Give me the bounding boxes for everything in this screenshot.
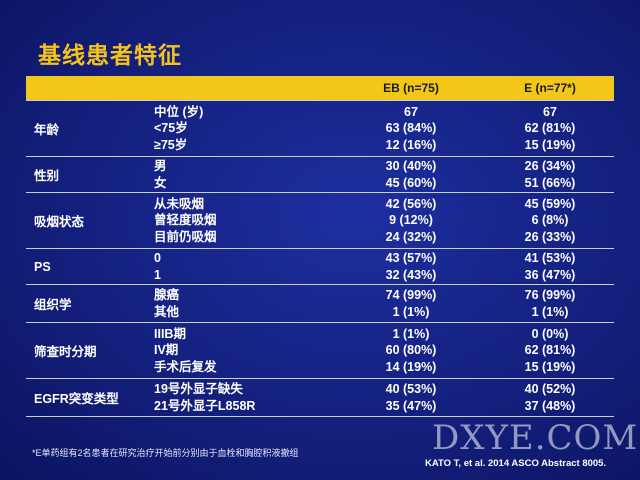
row-eb-values: 67 63 (84%) 12 (16%) [336, 104, 486, 154]
row-subcategories-line: 0 [154, 251, 161, 265]
row-subcategories-line: 从未吸烟 [154, 196, 205, 211]
row-eb-values-line: 63 (84%) [385, 121, 437, 136]
row-eb-values-line: 45 (60%) [385, 175, 437, 190]
row-e-values-line: 15 (19%) [524, 137, 576, 152]
slide-title: 基线患者特征 [38, 42, 182, 68]
row-subcategories-line: ≥75岁 [154, 137, 188, 152]
table-header: EB (n=75) E (n=77*) [26, 76, 614, 100]
row-eb-values: 40 (53%) 35 (47%) [336, 381, 486, 414]
row-eb-values-line: 67 [404, 104, 418, 119]
row-e-values-line: 76 (99%) [524, 288, 576, 302]
row-subcategories: IIIB期 IV期 手术后复发 [154, 326, 336, 376]
row-e-values: 0 (0%) 62 (81%) 15 (19%) [486, 326, 614, 376]
row-category: EGFR突变类型 [34, 392, 119, 406]
row-e-values-line: 0 (0%) [531, 326, 569, 341]
row-e-values-line: 26 (33%) [524, 229, 576, 244]
row-e-values-line: 45 (59%) [524, 196, 576, 211]
row-subcategories: 腺癌 其他 [154, 287, 336, 320]
row-subcategories-line: 曾轻度吸烟 [154, 213, 217, 228]
row-eb-values-line: 1 (1%) [392, 326, 430, 341]
row-eb-values-line: 32 (43%) [385, 267, 437, 282]
row-category: PS [34, 259, 51, 274]
table-row: 组织学 腺癌其他 74 (99%) 1 (1%) 76 (99%) 1 (1%) [26, 285, 614, 323]
row-e-values: 40 (52%) 37 (48%) [486, 381, 614, 414]
row-e-values-line: 26 (34%) [524, 159, 576, 173]
row-eb-values-line: 74 (99%) [385, 288, 437, 302]
table-row: 吸烟状态 从未吸烟曾轻度吸烟 目前仍吸烟 42 (56%) 9 (12%) 24 (32%… [26, 193, 614, 249]
source-citation: KATO T, et al. 2014 ASCO Abstract 8005. [425, 458, 607, 469]
row-subcategories-line: 中位 (岁) [154, 104, 204, 119]
row-e-values: 45 (59%) 6 (8%) 26 (33%) [486, 196, 614, 246]
row-eb-values-line: 35 (47%) [385, 398, 437, 413]
row-subcategories-line: 腺癌 [154, 288, 180, 302]
footnote: *E单药组有2名患者在研究治疗开始前分别由于血栓和胸腔积液撤组 [32, 448, 299, 458]
row-e-values-line: 41 (53%) [524, 251, 576, 265]
row-subcategories: 19号外显子缺失 21号外显子L858R [154, 381, 336, 414]
row-subcategories-line: 其他 [154, 304, 180, 319]
row-eb-values: 42 (56%) 9 (12%) 24 (32%) [336, 196, 486, 246]
row-subcategories-line: 男 [154, 159, 167, 173]
row-e-values: 26 (34%) 51 (66%) [486, 158, 614, 191]
row-subcategories-line: <75岁 [154, 121, 188, 136]
row-eb-values-line: 14 (19%) [385, 359, 437, 374]
row-eb-values-line: 60 (80%) [385, 343, 437, 358]
row-e-values-line: 62 (81%) [524, 121, 576, 136]
row-e-values: 76 (99%) 1 (1%) [486, 287, 614, 320]
table-row: 年龄 中位 (岁) <75岁 ≥75岁 67 63 (84%) 12 (16%) 67 62 (… [26, 100, 614, 157]
row-eb-values-line: 43 (57%) [385, 251, 437, 265]
row-category: 性别 [34, 169, 60, 183]
row-eb-values: 43 (57%) 32 (43%) [336, 250, 486, 283]
row-subcategories-line: 19号外显子缺失 [154, 382, 243, 396]
row-eb-values-line: 1 (1%) [392, 304, 430, 319]
table-row: 筛查时分期 IIIB期 IV期 手术后复发 1 (1%) 60 (80%) 14 (19%)… [26, 323, 614, 379]
baseline-table: EB (n=75) E (n=77*) 年龄 中位 (岁) <75岁 ≥75岁 67 63… [26, 76, 614, 417]
row-e-values-line: 36 (47%) [524, 267, 576, 282]
header-e: E (n=77*) [524, 81, 576, 95]
row-e-values-line: 6 (8%) [531, 213, 569, 228]
row-eb-values: 74 (99%) 1 (1%) [336, 287, 486, 320]
table-row: 性别 男女 30 (40%) 45 (60%) 26 (34%) 51 (66%) [26, 157, 614, 193]
row-category: 年龄 [34, 123, 60, 137]
table-row: EGFR突变类型 19号外显子缺失 21号外显子L858R 40 (53%) 35 (4… [26, 379, 614, 417]
row-eb-values-line: 30 (40%) [385, 159, 437, 173]
row-e-values: 41 (53%) 36 (47%) [486, 250, 614, 283]
row-eb-values-line: 42 (56%) [385, 196, 437, 211]
table-body: 年龄 中位 (岁) <75岁 ≥75岁 67 63 (84%) 12 (16%) 67 62 (… [26, 100, 614, 417]
row-eb-values-line: 12 (16%) [385, 137, 437, 152]
row-subcategories-line: 目前仍吸烟 [154, 229, 217, 244]
row-subcategories-line: 女 [154, 175, 167, 190]
row-e-values-line: 37 (48%) [524, 398, 576, 413]
row-subcategories: 男女 [154, 158, 336, 191]
header-eb: EB (n=75) [383, 81, 439, 95]
table-row: PS 0 1 43 (57%) 32 (43%) 41 (53%) 36 (47%) [26, 249, 614, 285]
row-eb-values-line: 9 (12%) [389, 213, 433, 228]
row-subcategories-line: 21号外显子L858R [154, 398, 256, 413]
row-eb-values-line: 24 (32%) [385, 229, 437, 244]
watermark: DXYE.COM [432, 418, 639, 458]
row-eb-values: 1 (1%) 60 (80%) 14 (19%) [336, 326, 486, 376]
row-subcategories-line: 手术后复发 [154, 359, 217, 374]
row-category: 筛查时分期 [34, 345, 97, 359]
row-subcategories-line: IV期 [154, 343, 179, 358]
row-e-values-line: 67 [543, 104, 557, 119]
row-e-values-line: 40 (52%) [524, 382, 576, 396]
row-e-values-line: 1 (1%) [531, 304, 569, 319]
row-e-values-line: 15 (19%) [524, 359, 576, 374]
row-subcategories: 从未吸烟曾轻度吸烟 目前仍吸烟 [154, 196, 336, 246]
row-subcategories: 中位 (岁) <75岁 ≥75岁 [154, 104, 336, 154]
row-category: 吸烟状态 [34, 215, 85, 229]
row-eb-values: 30 (40%) 45 (60%) [336, 158, 486, 191]
row-eb-values-line: 40 (53%) [385, 382, 437, 396]
row-e-values-line: 51 (66%) [524, 175, 576, 190]
row-subcategories-line: 1 [154, 267, 161, 282]
row-e-values: 67 62 (81%) 15 (19%) [486, 104, 614, 154]
row-e-values-line: 62 (81%) [524, 343, 576, 358]
row-category: 组织学 [34, 298, 72, 312]
row-subcategories-line: IIIB期 [154, 326, 186, 341]
